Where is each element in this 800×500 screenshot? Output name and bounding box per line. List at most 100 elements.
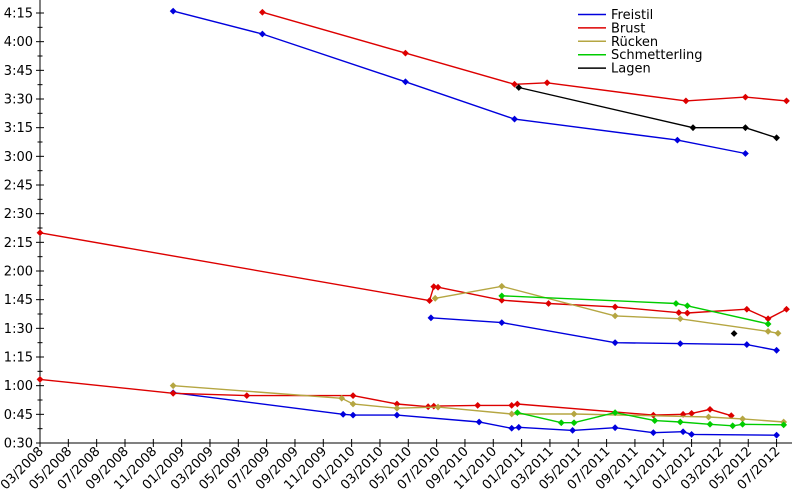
data-point-marker xyxy=(339,410,347,418)
data-point-marker xyxy=(764,320,772,328)
legend-label: Brust xyxy=(611,21,645,36)
legend-label: Freistil xyxy=(611,8,653,23)
data-point-marker xyxy=(508,401,516,409)
data-point-marker xyxy=(679,428,687,436)
legend-label: Lagen xyxy=(611,62,651,77)
series-ruecken xyxy=(169,282,788,426)
y-tick-label: 2:30 xyxy=(4,207,33,222)
data-point-marker xyxy=(649,429,657,437)
data-point-marker xyxy=(683,302,691,310)
data-point-marker xyxy=(475,418,483,426)
data-point-marker xyxy=(774,329,782,337)
y-tick-label: 1:45 xyxy=(4,293,33,308)
data-point-marker xyxy=(258,30,266,38)
axes xyxy=(39,0,792,444)
data-point-marker xyxy=(545,300,552,307)
data-point-marker xyxy=(682,97,690,105)
data-point-marker xyxy=(513,400,521,408)
data-point-marker xyxy=(672,300,680,307)
data-point-marker xyxy=(498,282,506,290)
data-point-marker xyxy=(169,389,177,397)
data-point-marker xyxy=(498,292,506,300)
data-point-marker xyxy=(434,403,442,411)
y-tick-label: 3:30 xyxy=(4,93,33,108)
data-point-marker xyxy=(338,394,346,402)
data-point-marker xyxy=(349,400,357,408)
data-point-marker xyxy=(611,424,619,432)
data-point-marker xyxy=(739,420,746,428)
data-point-marker xyxy=(773,346,780,354)
data-point-marker xyxy=(258,8,266,16)
data-point-marker xyxy=(688,431,695,438)
data-point-marker xyxy=(543,79,551,87)
data-point-marker xyxy=(706,405,714,413)
y-tick-label: 4:15 xyxy=(4,7,33,22)
data-point-marker xyxy=(498,319,506,327)
y-tick-label: 1:15 xyxy=(4,351,33,366)
x-axis-ticks: 03/200805/200807/200809/200811/200801/20… xyxy=(0,439,783,493)
data-point-marker xyxy=(676,340,684,348)
data-point-marker xyxy=(508,424,516,432)
series-line xyxy=(501,295,769,325)
data-point-marker xyxy=(683,309,691,317)
series-line xyxy=(518,86,777,139)
y-tick-label: 3:45 xyxy=(4,64,33,79)
series-line xyxy=(173,385,784,423)
data-point-marker xyxy=(243,392,251,400)
data-point-marker xyxy=(705,413,712,421)
data-point-marker xyxy=(742,150,749,157)
data-point-marker xyxy=(393,404,401,412)
series-lagen xyxy=(515,84,780,337)
data-point-marker xyxy=(730,330,738,337)
data-point-marker xyxy=(511,115,518,123)
data-point-marker xyxy=(36,375,44,383)
data-point-marker xyxy=(729,422,737,430)
data-point-marker xyxy=(570,419,578,427)
legend-entry-rcken: Rücken xyxy=(578,35,658,50)
legend-label: Schmetterling xyxy=(611,48,703,63)
data-point-marker xyxy=(570,410,578,418)
data-point-marker xyxy=(434,283,442,291)
series-line xyxy=(173,10,746,155)
data-point-marker xyxy=(515,84,523,91)
data-point-marker xyxy=(426,297,433,305)
y-axis-ticks: 0:30 0:45 1:00 1:15 1:30 1:45 2:00 2:15 2:30 2:45… xyxy=(4,7,44,452)
data-point-marker xyxy=(674,136,681,144)
series-brust xyxy=(36,8,790,420)
data-point-marker xyxy=(739,415,746,423)
data-point-marker xyxy=(393,411,401,419)
data-point-marker xyxy=(431,294,439,302)
data-point-marker xyxy=(611,409,619,417)
data-point-marker xyxy=(169,382,177,390)
data-point-marker xyxy=(743,305,751,313)
data-point-marker xyxy=(688,409,695,417)
data-point-marker xyxy=(427,314,435,322)
y-tick-label: 0:45 xyxy=(4,408,33,423)
legend-entry-schmetterling: Schmetterling xyxy=(578,48,703,63)
data-point-marker xyxy=(764,315,772,323)
legend-entry-freistil: Freistil xyxy=(578,8,653,23)
data-point-marker xyxy=(349,392,357,400)
series-line xyxy=(430,317,777,351)
data-point-marker xyxy=(611,339,619,347)
data-point-marker xyxy=(651,417,659,425)
y-tick-label: 0:30 xyxy=(4,437,33,452)
legend-entry-lagen: Lagen xyxy=(578,62,651,77)
data-point-marker xyxy=(513,409,521,417)
legend-label: Rücken xyxy=(611,35,658,50)
y-tick-label: 2:45 xyxy=(4,179,33,194)
data-point-marker xyxy=(393,400,401,408)
data-point-marker xyxy=(780,421,788,429)
data-point-marker xyxy=(557,419,565,427)
series-line xyxy=(262,11,787,102)
series-line xyxy=(517,411,784,427)
data-point-marker xyxy=(742,124,749,132)
data-point-marker xyxy=(706,420,714,428)
y-tick-label: 1:00 xyxy=(4,379,33,394)
y-tick-label: 3:15 xyxy=(4,121,33,136)
data-point-marker xyxy=(676,418,684,426)
series-line xyxy=(39,232,787,320)
data-point-marker xyxy=(569,426,577,434)
data-point-marker xyxy=(349,411,357,419)
